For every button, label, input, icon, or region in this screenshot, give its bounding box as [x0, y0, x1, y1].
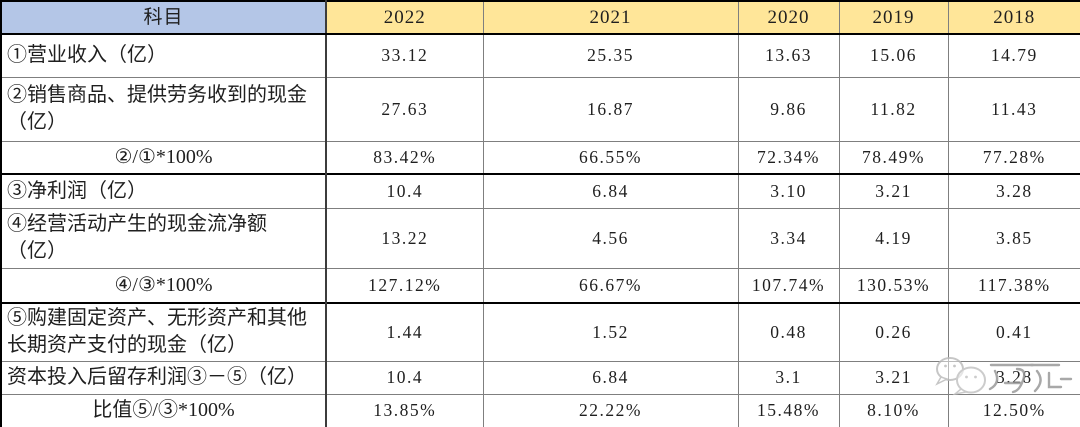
- value-cell: 15.48%: [737, 393, 840, 427]
- value-cell: 8.10%: [838, 393, 949, 427]
- year-header-cell-2021: 2021: [482, 0, 739, 35]
- row-label-cell: ②/①*100%: [0, 140, 327, 175]
- value-cell: 72.34%: [737, 140, 840, 175]
- value-cell: 3.21: [838, 360, 949, 395]
- table-row-retained-profit: 资本投入后留存利润③－⑤（亿） 10.4 6.84 3.1 3.21 3.28: [0, 360, 1080, 395]
- value-cell: 1.52: [482, 302, 739, 362]
- subject-header-cell: 科目: [0, 0, 327, 35]
- row-label-cell: 资本投入后留存利润③－⑤（亿）: [0, 360, 327, 395]
- row-label-cell: 比值⑤/③*100%: [0, 393, 327, 427]
- row-label-cell: ④/③*100%: [0, 267, 327, 304]
- value-cell: 4.56: [482, 207, 739, 269]
- value-cell: 78.49%: [838, 140, 949, 175]
- value-cell: 66.67%: [482, 267, 739, 304]
- value-cell: 12.50%: [947, 393, 1080, 427]
- table-row-net-profit: ③净利润（亿） 10.4 6.84 3.10 3.21 3.28: [0, 173, 1080, 209]
- value-cell: 6.84: [482, 173, 739, 209]
- year-header-cell-2020: 2020: [737, 0, 840, 35]
- row-label-cell: ⑤购建固定资产、无形资产和其他 长期资产支付的现金（亿）: [0, 302, 327, 362]
- value-cell: 15.06: [838, 33, 949, 78]
- value-cell: 83.42%: [325, 140, 484, 175]
- table-row-ratio-5-3: 比值⑤/③*100% 13.85% 22.22% 15.48% 8.10% 12…: [0, 393, 1080, 427]
- value-cell: 3.21: [838, 173, 949, 209]
- value-cell: 14.79: [947, 33, 1080, 78]
- value-cell: 13.85%: [325, 393, 484, 427]
- value-cell: 3.28: [947, 173, 1080, 209]
- row-label-cell: ①营业收入（亿）: [0, 33, 327, 78]
- value-cell: 127.12%: [325, 267, 484, 304]
- value-cell: 6.84: [482, 360, 739, 395]
- value-cell: 33.12: [325, 33, 484, 78]
- value-cell: 22.22%: [482, 393, 739, 427]
- table-row-cash-received: ②销售商品、提供劳务收到的现金 （亿） 27.63 16.87 9.86 11.…: [0, 76, 1080, 142]
- row-label-cell: ④经营活动产生的现金流净额 （亿）: [0, 207, 327, 269]
- value-cell: 27.63: [325, 76, 484, 142]
- value-cell: 16.87: [482, 76, 739, 142]
- value-cell: 4.19: [838, 207, 949, 269]
- value-cell: 10.4: [325, 360, 484, 395]
- value-cell: 66.55%: [482, 140, 739, 175]
- value-cell: 130.53%: [838, 267, 949, 304]
- value-cell: 0.48: [737, 302, 840, 362]
- value-cell: 13.22: [325, 207, 484, 269]
- year-header-cell-2022: 2022: [325, 0, 484, 35]
- row-label-cell: ②销售商品、提供劳务收到的现金 （亿）: [0, 76, 327, 142]
- table-row-revenue: ①营业收入（亿） 33.12 25.35 13.63 15.06 14.79: [0, 33, 1080, 78]
- value-cell: 11.82: [838, 76, 949, 142]
- value-cell: 13.63: [737, 33, 840, 78]
- value-cell: 117.38%: [947, 267, 1080, 304]
- value-cell: 11.43: [947, 76, 1080, 142]
- value-cell: 3.1: [737, 360, 840, 395]
- value-cell: 3.10: [737, 173, 840, 209]
- value-cell: 3.34: [737, 207, 840, 269]
- year-header-cell-2019: 2019: [838, 0, 949, 35]
- value-cell: 0.41: [947, 302, 1080, 362]
- table-row-ratio-4-3: ④/③*100% 127.12% 66.67% 107.74% 130.53% …: [0, 267, 1080, 304]
- year-header-cell-2018: 2018: [947, 0, 1080, 35]
- table-row-ratio-2-1: ②/①*100% 83.42% 66.55% 72.34% 78.49% 77.…: [0, 140, 1080, 175]
- value-cell: 3.85: [947, 207, 1080, 269]
- row-label-cell: ③净利润（亿）: [0, 173, 327, 209]
- table-row-capex-cash: ⑤购建固定资产、无形资产和其他 长期资产支付的现金（亿） 1.44 1.52 0…: [0, 302, 1080, 362]
- table-row-operating-cashflow: ④经营活动产生的现金流净额 （亿） 13.22 4.56 3.34 4.19 3…: [0, 207, 1080, 269]
- value-cell: 9.86: [737, 76, 840, 142]
- value-cell: 107.74%: [737, 267, 840, 304]
- value-cell: 1.44: [325, 302, 484, 362]
- value-cell: 25.35: [482, 33, 739, 78]
- value-cell: 10.4: [325, 173, 484, 209]
- value-cell: 0.26: [838, 302, 949, 362]
- value-cell: 77.28%: [947, 140, 1080, 175]
- header-row: 科目 2022 2021 2020 2019 2018: [0, 0, 1080, 35]
- value-cell: 3.28: [947, 360, 1080, 395]
